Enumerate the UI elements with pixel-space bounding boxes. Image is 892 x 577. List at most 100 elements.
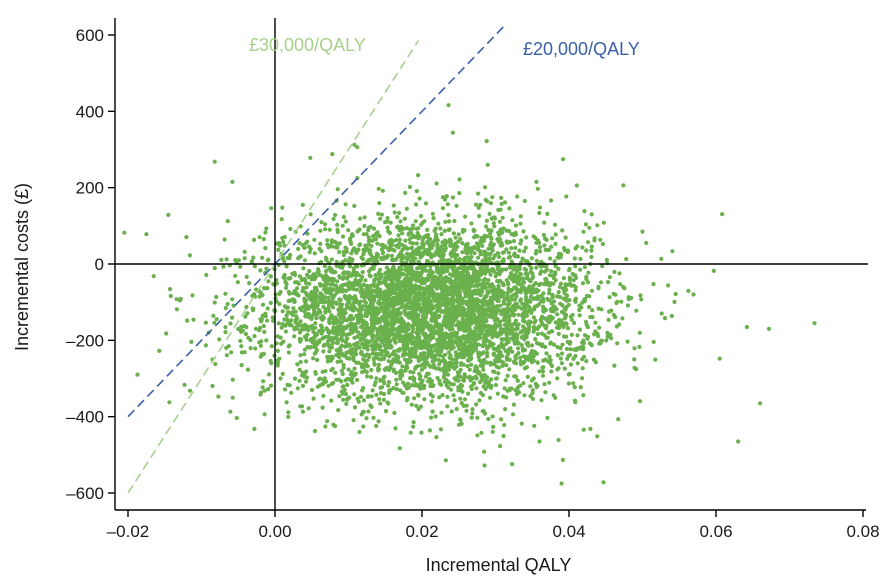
scatter-point — [525, 313, 530, 318]
scatter-point — [275, 361, 280, 366]
scatter-point — [238, 338, 243, 344]
scatter-point — [447, 227, 452, 232]
scatter-point — [550, 315, 555, 320]
scatter-point — [392, 248, 397, 253]
scatter-point — [447, 297, 452, 302]
scatter-point — [352, 392, 357, 397]
scatter-point — [302, 296, 307, 301]
scatter-point — [457, 191, 462, 196]
scatter-point — [302, 352, 307, 357]
scatter-point — [377, 397, 382, 402]
scatter-point — [487, 269, 492, 274]
scatter-point — [242, 249, 247, 254]
scatter-point — [239, 324, 244, 329]
scatter-point — [493, 382, 499, 388]
scatter-point — [443, 458, 448, 463]
scatter-point — [473, 202, 479, 207]
scatter-point — [369, 243, 374, 248]
scatter-point — [469, 415, 474, 420]
scatter-point — [412, 319, 417, 324]
scatter-point — [554, 307, 559, 312]
scatter-point — [436, 283, 441, 288]
scatter-point — [312, 251, 317, 256]
scatter-point — [282, 259, 287, 264]
scatter-point — [609, 308, 614, 313]
scatter-point — [484, 333, 489, 338]
scatter-point — [459, 421, 464, 426]
scatter-point — [372, 382, 377, 388]
scatter-point — [228, 321, 233, 326]
scatter-point — [521, 381, 526, 386]
scatter-point — [486, 227, 491, 233]
scatter-point — [478, 359, 484, 364]
scatter-point — [225, 301, 230, 307]
scatter-point — [580, 245, 585, 250]
scatter-point — [370, 255, 375, 260]
scatter-point — [263, 246, 268, 251]
scatter-point — [303, 379, 309, 384]
scatter-point — [360, 342, 365, 347]
scatter-point — [358, 288, 363, 294]
scatter-point — [548, 340, 553, 345]
scatter-point — [559, 361, 565, 366]
scatter-point — [449, 409, 454, 414]
scatter-point — [511, 359, 517, 364]
scatter-point — [376, 211, 381, 216]
scatter-point — [469, 221, 474, 226]
scatter-point — [403, 238, 408, 243]
scatter-point — [558, 255, 563, 260]
scatter-point — [573, 273, 578, 278]
scatter-point — [485, 375, 490, 380]
scatter-point — [593, 320, 598, 325]
scatter-point — [575, 361, 580, 366]
scatter-point — [337, 297, 342, 303]
scatter-point — [321, 349, 326, 354]
scatter-point — [434, 321, 439, 326]
scatter-point — [346, 367, 351, 372]
scatter-point — [374, 392, 379, 397]
scatter-point — [555, 353, 560, 358]
scatter-point — [542, 220, 547, 225]
scatter-point — [488, 342, 493, 347]
scatter-point — [637, 330, 642, 335]
scatter-point — [405, 333, 410, 338]
scatter-point — [514, 265, 519, 270]
scatter-point — [308, 212, 313, 217]
scatter-point — [283, 279, 288, 284]
scatter-point — [364, 308, 369, 313]
scatter-point — [384, 339, 389, 344]
scatter-point — [542, 243, 547, 248]
scatter-point — [595, 434, 600, 439]
scatter-point — [214, 317, 219, 322]
scatter-point — [315, 357, 320, 363]
scatter-point — [496, 323, 501, 328]
scatter-point — [392, 297, 397, 302]
scatter-point — [483, 339, 488, 344]
scatter-point — [414, 343, 419, 348]
scatter-point — [632, 357, 637, 362]
scatter-point — [561, 324, 566, 329]
scatter-point — [555, 344, 560, 350]
scatter-point — [514, 322, 519, 327]
scatter-point — [616, 417, 621, 422]
scatter-point — [303, 334, 308, 339]
scatter-point — [495, 391, 500, 396]
scatter-point — [502, 200, 508, 205]
scatter-point — [396, 245, 401, 250]
scatter-point — [265, 318, 270, 323]
scatter-point — [266, 372, 272, 377]
scatter-point — [468, 291, 474, 296]
scatter-point — [303, 306, 308, 311]
scatter-point — [398, 373, 403, 379]
scatter-point — [351, 304, 356, 309]
scatter-point — [524, 272, 529, 277]
scatter-point — [522, 366, 527, 371]
scatter-point — [301, 286, 306, 291]
scatter-point — [378, 391, 384, 396]
scatter-point — [335, 187, 340, 192]
scatter-point — [335, 242, 340, 247]
scatter-point — [366, 269, 372, 274]
scatter-point — [212, 266, 217, 271]
scatter-point — [537, 439, 542, 444]
scatter-point — [383, 409, 389, 414]
